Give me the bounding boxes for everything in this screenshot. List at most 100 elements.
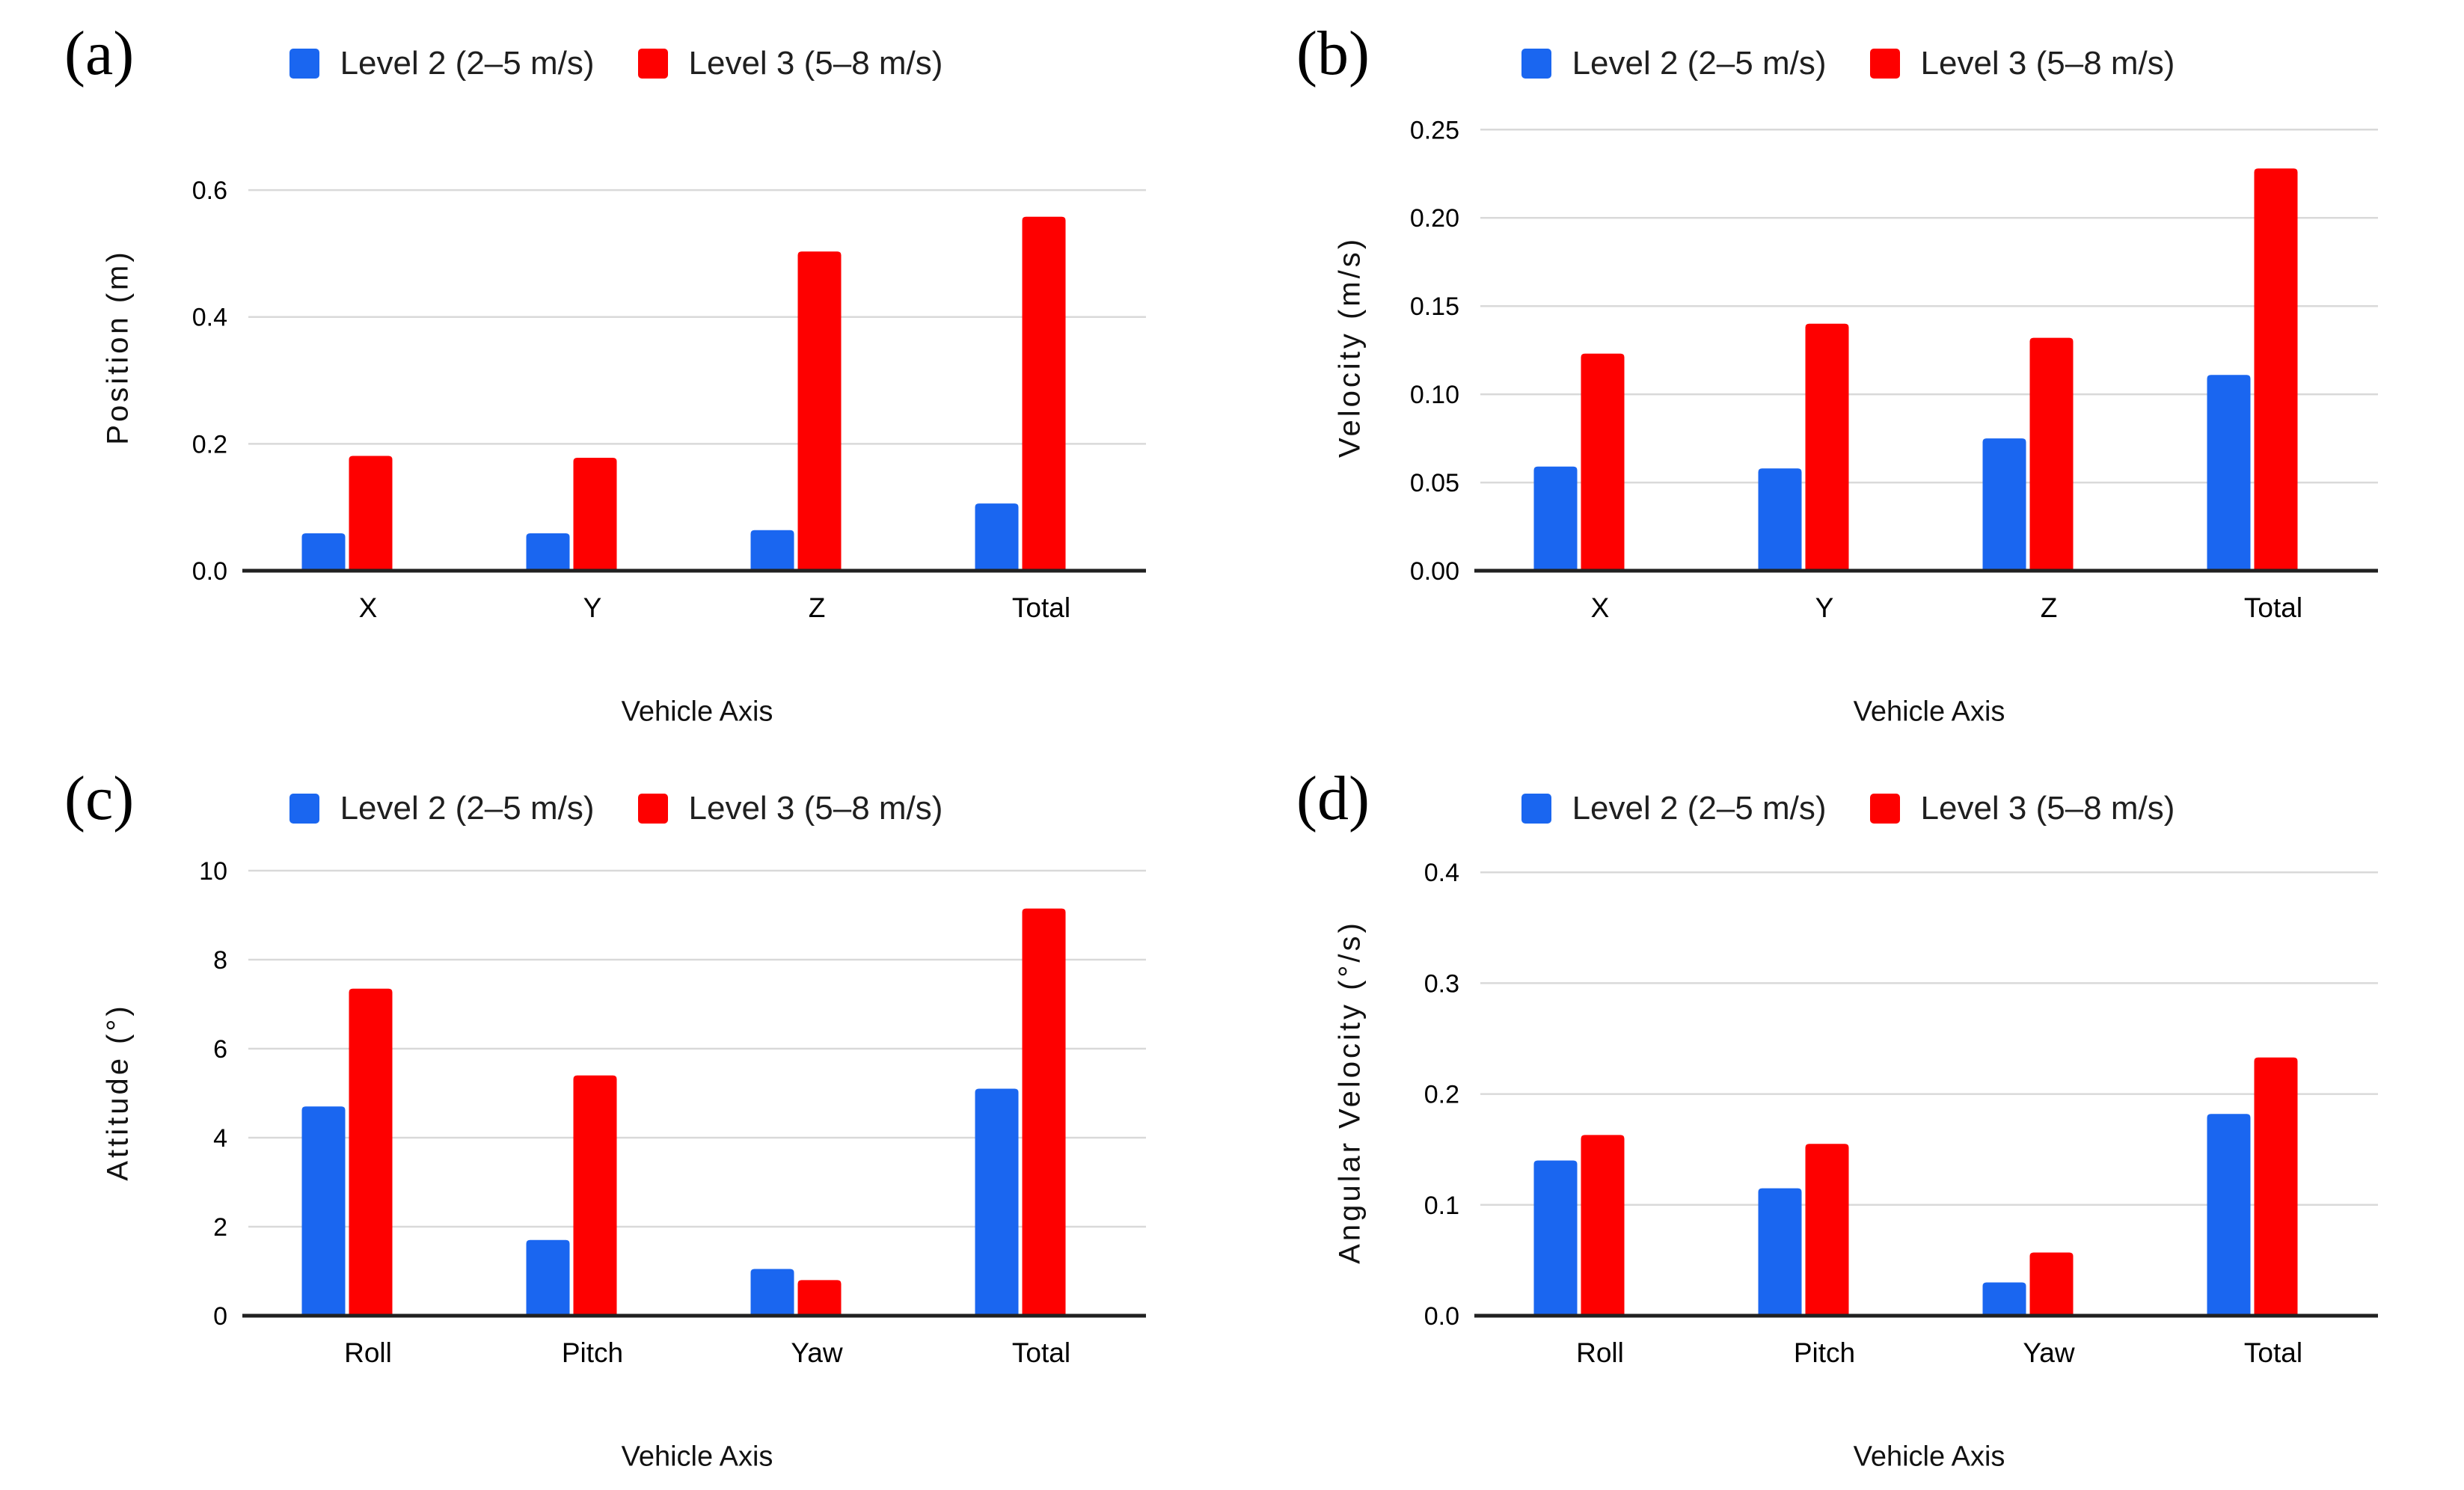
y-tick-label: 0.3 (1424, 969, 1459, 998)
legend-item-level3: Level 3 (5–8 m/s) (1869, 45, 2175, 82)
legend-swatch-level2 (1521, 794, 1551, 824)
y-tick-label: 0.05 (1410, 469, 1459, 497)
x-axis-title: Vehicle Axis (621, 696, 773, 728)
bar-series1-total (2207, 375, 2251, 571)
legend-item-level2: Level 2 (2–5 m/s) (1521, 790, 1827, 827)
bar-series2-y (1805, 323, 1849, 571)
x-category-label: Pitch (1794, 1337, 1855, 1368)
y-tick-label: 0.6 (192, 177, 227, 205)
y-tick-label: 10 (199, 857, 227, 886)
y-tick-label: 0.4 (192, 304, 227, 332)
bar-series2-total (2254, 1057, 2298, 1316)
x-category-label: Pitch (562, 1337, 623, 1368)
legend: Level 2 (2–5 m/s) Level 3 (5–8 m/s) (0, 45, 1232, 82)
x-category-label: Roll (1576, 1337, 1624, 1368)
y-tick-label: 8 (213, 946, 227, 975)
bar-chart-attitude: 0 2 4 6 8 10 Roll Pitch Yaw Total (199, 857, 1146, 1368)
bar-series1-y (526, 533, 570, 571)
panel-b-label: (b) (1296, 19, 1370, 88)
y-tick-label: 0.0 (1424, 1302, 1459, 1331)
legend-label-level3: Level 3 (5–8 m/s) (688, 790, 943, 827)
legend-item-level3: Level 3 (5–8 m/s) (637, 790, 943, 827)
x-category-label: Z (2041, 592, 2058, 623)
x-category-label: X (1591, 592, 1610, 623)
legend-label-level2: Level 2 (2–5 m/s) (340, 45, 595, 82)
legend-swatch-level3 (1869, 49, 1900, 79)
legend-label-level2: Level 2 (2–5 m/s) (340, 790, 595, 827)
legend-swatch-level3 (1869, 794, 1900, 824)
bar-series2-x (1581, 353, 1625, 571)
panel-a-position: (a) Level 2 (2–5 m/s) Level 3 (5–8 m/s) … (0, 0, 1232, 745)
bar-series1-roll (301, 1106, 346, 1316)
legend-item-level2: Level 2 (2–5 m/s) (289, 790, 595, 827)
x-category-label: Roll (344, 1337, 392, 1368)
x-axis-title: Vehicle Axis (1853, 1441, 2005, 1473)
x-axis-title: Vehicle Axis (621, 1441, 773, 1473)
bar-chart-position: 0.0 0.2 0.4 0.6 X Y Z Total (192, 177, 1146, 623)
panel-a-label: (a) (64, 19, 135, 88)
y-tick-label: 0 (213, 1302, 227, 1331)
bar-series2-roll (349, 988, 393, 1316)
legend-label-level3: Level 3 (5–8 m/s) (688, 45, 943, 82)
bar-series2-z (797, 251, 842, 571)
bar-series2-x (349, 456, 393, 571)
x-category-label: X (359, 592, 378, 623)
bar-series1-pitch (1758, 1188, 1802, 1316)
legend-item-level3: Level 3 (5–8 m/s) (1869, 790, 2175, 827)
legend: Level 2 (2–5 m/s) Level 3 (5–8 m/s) (1232, 790, 2464, 827)
legend-item-level2: Level 2 (2–5 m/s) (289, 45, 595, 82)
panel-d-angular-velocity: (d) Level 2 (2–5 m/s) Level 3 (5–8 m/s) … (1232, 745, 2464, 1490)
bar-series2-total (1022, 216, 1066, 571)
y-tick-label: 0.10 (1410, 381, 1459, 409)
x-category-label: Z (809, 592, 826, 623)
y-tick-label: 2 (213, 1213, 227, 1242)
y-tick-label: 0.20 (1410, 204, 1459, 233)
legend-item-level2: Level 2 (2–5 m/s) (1521, 45, 1827, 82)
x-axis-title: Vehicle Axis (1853, 696, 2005, 728)
y-tick-label: 0.15 (1410, 292, 1459, 321)
bar-series1-yaw (750, 1269, 794, 1316)
y-tick-label: 0.00 (1410, 557, 1459, 586)
bar-series1-z (1982, 438, 2026, 571)
bar-series1-total (2207, 1114, 2251, 1316)
bar-chart-velocity: 0.00 0.05 0.10 0.15 0.20 0.25 X Y Z Total (1410, 116, 2378, 623)
bar-series2-yaw (797, 1280, 842, 1316)
bar-series1-yaw (1982, 1282, 2026, 1316)
legend-swatch-level2 (289, 49, 319, 79)
bar-series1-pitch (526, 1239, 570, 1316)
legend-swatch-level2 (1521, 49, 1551, 79)
legend-label-level3: Level 3 (5–8 m/s) (1920, 45, 2175, 82)
x-category-label: Total (1012, 1337, 1070, 1368)
y-tick-label: 0.2 (192, 430, 227, 459)
x-category-label: Yaw (791, 1337, 843, 1368)
bar-series2-yaw (2029, 1252, 2074, 1316)
bar-series2-pitch (573, 1075, 617, 1316)
bar-series1-total (975, 503, 1019, 571)
bar-series2-total (2254, 168, 2298, 571)
y-tick-label: 6 (213, 1035, 227, 1064)
legend-item-level3: Level 3 (5–8 m/s) (637, 45, 943, 82)
legend-swatch-level3 (637, 794, 668, 824)
legend: Level 2 (2–5 m/s) Level 3 (5–8 m/s) (1232, 45, 2464, 82)
legend-label-level2: Level 2 (2–5 m/s) (1572, 790, 1827, 827)
panel-d-label: (d) (1296, 764, 1370, 833)
legend-label-level3: Level 3 (5–8 m/s) (1920, 790, 2175, 827)
y-tick-label: 0.1 (1424, 1192, 1459, 1220)
bar-series2-roll (1581, 1135, 1625, 1316)
x-category-label: Y (583, 592, 602, 623)
legend-swatch-level3 (637, 49, 668, 79)
panel-b-velocity: (b) Level 2 (2–5 m/s) Level 3 (5–8 m/s) … (1232, 0, 2464, 745)
bar-series2-pitch (1805, 1144, 1849, 1316)
bar-chart-angular-velocity: 0.0 0.1 0.2 0.3 0.4 Roll Pitch Yaw Total (1424, 859, 2378, 1368)
legend-swatch-level2 (289, 794, 319, 824)
bar-series1-total (975, 1088, 1019, 1316)
x-category-label: Total (2244, 1337, 2302, 1368)
y-tick-label: 0.0 (192, 557, 227, 586)
y-tick-label: 0.4 (1424, 859, 1459, 887)
y-tick-label: 0.2 (1424, 1081, 1459, 1109)
x-category-label: Y (1815, 592, 1834, 623)
legend-label-level2: Level 2 (2–5 m/s) (1572, 45, 1827, 82)
bar-series1-roll (1533, 1160, 1578, 1316)
